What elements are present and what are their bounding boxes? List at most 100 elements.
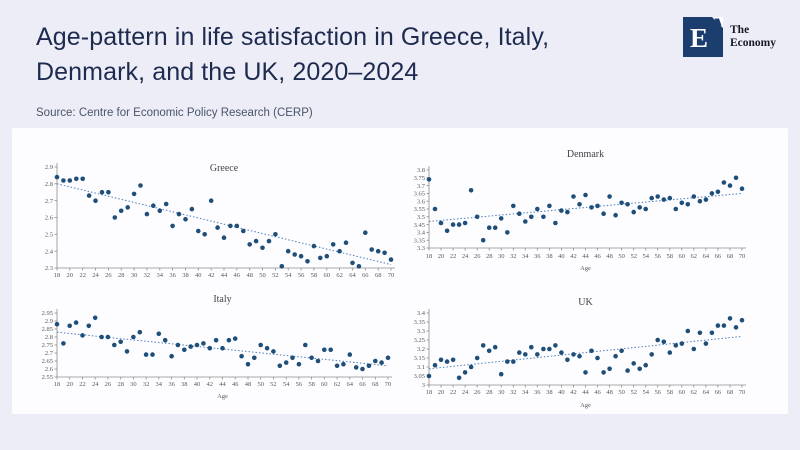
- x-tick-label: 48: [245, 381, 252, 388]
- x-tick-label: 20: [67, 272, 74, 279]
- y-tick-label: 3.3: [417, 245, 425, 252]
- y-tick-label: 3.75: [414, 175, 425, 182]
- x-tick-label: 60: [679, 253, 686, 260]
- x-tick-label: 70: [388, 272, 395, 279]
- y-tick-label: 3.65: [414, 191, 425, 198]
- x-tick-label: 42: [570, 253, 577, 260]
- x-tick-label: 42: [207, 381, 214, 388]
- brand-name-line2: Economy: [730, 37, 776, 49]
- x-tick-label: 62: [334, 381, 341, 388]
- x-tick-label: 18: [426, 253, 433, 260]
- x-tick-label: 28: [486, 253, 493, 260]
- y-tick-label: 2.75: [42, 342, 53, 349]
- y-tick-label: 2.6: [45, 215, 54, 222]
- y-tick-label: 2.3: [45, 265, 53, 272]
- chart-greece: Greece 2.3 2.4 2.5 2.6 2.7 2.8 2.9 18 20 22 24 26 28 3…: [45, 163, 395, 279]
- x-tick-label: 22: [450, 389, 457, 396]
- x-tick-label: 58: [308, 381, 315, 388]
- x-tick-label: 40: [558, 389, 565, 396]
- brand-name-line1: The: [730, 23, 750, 36]
- x-tick-label: 32: [510, 389, 517, 396]
- data-points: [54, 315, 391, 372]
- x-tick-label: 44: [582, 389, 589, 396]
- y-tick-label: 3.35: [414, 319, 425, 326]
- x-tick-label: 18: [54, 272, 61, 279]
- x-tick-label: 18: [426, 389, 433, 396]
- y-tick-label: 3.8: [417, 167, 425, 174]
- x-tick-label: 26: [474, 253, 481, 260]
- x-tick-label: 48: [606, 389, 613, 396]
- x-tick-label: 54: [285, 272, 292, 279]
- x-tick-label: 46: [232, 381, 239, 388]
- x-tick-label: 66: [362, 272, 369, 279]
- x-tick-label: 64: [347, 381, 354, 388]
- y-tick-label: 3: [422, 382, 425, 389]
- x-tick-label: 36: [168, 381, 175, 388]
- x-tick-label: 60: [324, 272, 331, 279]
- page-title: Age-pattern in life satisfaction in Gree…: [36, 20, 549, 89]
- x-tick-label: 30: [130, 381, 137, 388]
- x-tick-label: 34: [156, 381, 163, 388]
- x-tick-label: 60: [679, 389, 686, 396]
- x-tick-label: 46: [594, 253, 601, 260]
- y-tick-label: 3.25: [414, 337, 425, 344]
- data-points: [426, 175, 745, 243]
- logo-mark: E: [683, 17, 723, 57]
- x-tick-label: 42: [570, 389, 577, 396]
- x-tick-label: 48: [246, 272, 253, 279]
- x-tick-label: 34: [522, 253, 529, 260]
- x-tick-label: 62: [336, 272, 343, 279]
- x-axis-label: Age: [217, 393, 228, 400]
- brand-name: The Economy: [730, 24, 776, 50]
- y-tick-label: 2.55: [42, 374, 53, 381]
- y-tick-label: 2.8: [45, 334, 53, 341]
- x-tick-label: 62: [691, 253, 698, 260]
- chart-uk: UK 3 3.05 3.1 3.15 3.2 3.25 3.3 3.35 3.4 18 20 22 24 2…: [414, 297, 746, 409]
- x-tick-label: 20: [66, 381, 73, 388]
- x-tick-label: 24: [92, 272, 99, 279]
- x-tick-label: 40: [194, 381, 201, 388]
- x-tick-label: 26: [105, 381, 112, 388]
- x-tick-label: 66: [359, 381, 366, 388]
- logo-apostrophe: [714, 18, 722, 26]
- x-tick-label: 68: [372, 381, 379, 388]
- x-tick-label: 28: [118, 272, 125, 279]
- source-note: Source: Centre for Economic Policy Resea…: [36, 107, 313, 119]
- trend-line: [428, 335, 743, 370]
- x-tick-label: 30: [498, 253, 505, 260]
- brand-logo: E The Economy: [683, 17, 776, 57]
- chart-italy: Italy 2.552.62.652.72.752.82.852.92.95 18 2…: [42, 294, 392, 400]
- x-tick-label: 32: [144, 272, 151, 279]
- logo-letter: E: [690, 23, 708, 53]
- y-tick-label: 2.7: [45, 198, 54, 205]
- x-tick-label: 46: [594, 389, 601, 396]
- x-tick-label: 56: [296, 381, 303, 388]
- x-axis-label: Age: [580, 265, 591, 272]
- x-tick-label: 70: [739, 389, 746, 396]
- x-tick-label: 56: [298, 272, 305, 279]
- x-tick-label: 32: [510, 253, 517, 260]
- x-tick-label: 70: [739, 253, 746, 260]
- x-tick-label: 64: [703, 389, 710, 396]
- x-tick-label: 34: [157, 272, 164, 279]
- x-tick-label: 44: [221, 272, 228, 279]
- x-tick-label: 50: [257, 381, 264, 388]
- x-tick-label: 40: [195, 272, 202, 279]
- y-tick-label: 2.6: [45, 366, 54, 373]
- chart-title: Italy: [213, 294, 231, 305]
- chart-title: UK: [578, 297, 593, 308]
- x-tick-label: 24: [462, 253, 469, 260]
- x-tick-label: 36: [534, 253, 541, 260]
- logo-square: [683, 17, 723, 57]
- y-tick-label: 2.9: [45, 318, 53, 325]
- x-tick-label: 68: [375, 272, 382, 279]
- data-points: [54, 174, 394, 269]
- x-tick-label: 24: [462, 389, 469, 396]
- y-tick-label: 3.55: [414, 206, 425, 213]
- x-tick-label: 42: [208, 272, 215, 279]
- x-tick-label: 52: [270, 381, 277, 388]
- y-tick-label: 2.5: [45, 232, 53, 239]
- x-tick-label: 54: [642, 389, 649, 396]
- y-tick-label: 2.8: [45, 181, 53, 188]
- y-tick-label: 3.15: [414, 355, 425, 362]
